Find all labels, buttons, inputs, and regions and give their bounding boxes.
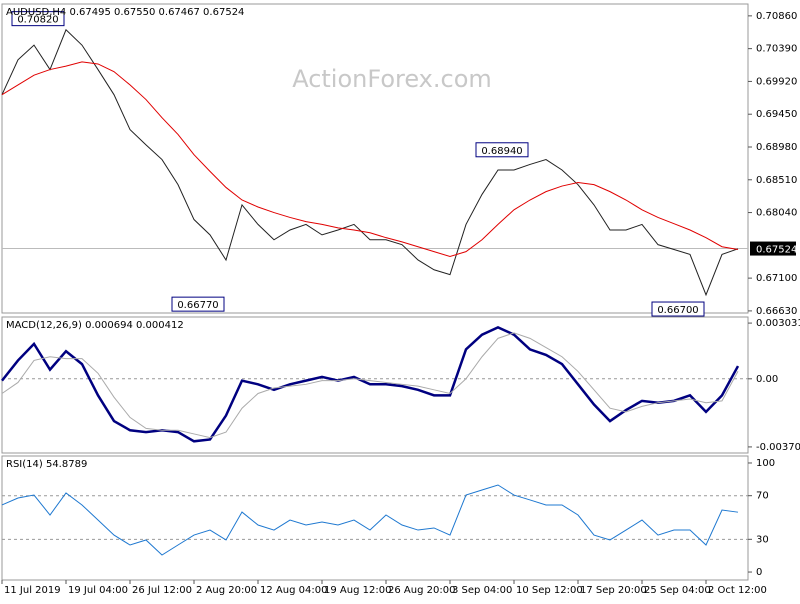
panel-title: RSI(14) 54.8789	[6, 459, 87, 470]
y-tick-label: 0.70860	[756, 11, 797, 22]
annotation-label: 0.70820	[17, 15, 58, 26]
series-line	[1, 484, 739, 556]
x-tick-label: 11 Jul 2019	[4, 585, 61, 596]
y-tick-label: 0.68510	[756, 175, 797, 186]
annotation-box	[475, 142, 529, 158]
x-tick-label: 19 Aug 12:00	[324, 585, 391, 596]
y-tick-label: 0.69450	[756, 109, 797, 120]
series-line	[1, 28, 739, 297]
panel-frame	[1, 3, 749, 314]
annotation-box	[11, 11, 65, 27]
panel-frame	[1, 316, 749, 454]
x-tick-label: 2 Aug 20:00	[196, 585, 257, 596]
last-price-label: 0.67524	[756, 245, 797, 256]
x-tick-label: 25 Sep 04:00	[644, 585, 711, 596]
annotation-label: 0.68940	[481, 146, 522, 157]
x-tick-label: 12 Aug 04:00	[260, 585, 327, 596]
y-tick-label: 0.68040	[756, 208, 797, 219]
panel-title: AUDUSD,H4 0.67495 0.67550 0.67467 0.6752…	[6, 7, 244, 18]
annotation-box	[171, 296, 225, 312]
y-tick-label: 0.67100	[756, 273, 797, 284]
x-tick-label: 3 Sep 04:00	[452, 585, 512, 596]
y-tick-label: 0.003031	[756, 318, 800, 329]
x-tick-label: 10 Sep 12:00	[516, 585, 583, 596]
x-tick-label: 26 Aug 20:00	[388, 585, 455, 596]
y-tick-label: -0.003706	[756, 442, 800, 453]
last-price-box	[750, 241, 796, 256]
annotation-label: 0.66770	[177, 300, 218, 311]
y-tick-label: 0	[756, 567, 762, 578]
x-tick-label: 19 Jul 04:00	[68, 585, 128, 596]
y-tick-label: 0.66630	[756, 306, 797, 317]
panel-title: MACD(12,26,9) 0.000694 0.000412	[6, 320, 184, 331]
annotation-box	[651, 301, 705, 317]
series-line	[1, 332, 739, 439]
x-tick-label: 26 Jul 12:00	[132, 585, 192, 596]
y-tick-label: 0.69920	[756, 76, 797, 87]
y-tick-label: 0.70390	[756, 44, 797, 55]
panel-frame	[1, 455, 749, 581]
x-tick-label: 2 Oct 12:00	[708, 585, 767, 596]
y-tick-label: 100	[756, 458, 775, 469]
annotation-label: 0.66700	[657, 305, 698, 316]
y-tick-label: 30	[756, 534, 769, 545]
y-tick-label: 0.00	[756, 374, 778, 385]
watermark: ActionForex.com	[292, 65, 492, 93]
series-line	[1, 61, 739, 258]
y-tick-label: 0.68980	[756, 142, 797, 153]
series-line	[1, 325, 740, 443]
y-tick-label: 70	[756, 491, 769, 502]
x-tick-label: 17 Sep 20:00	[580, 585, 647, 596]
